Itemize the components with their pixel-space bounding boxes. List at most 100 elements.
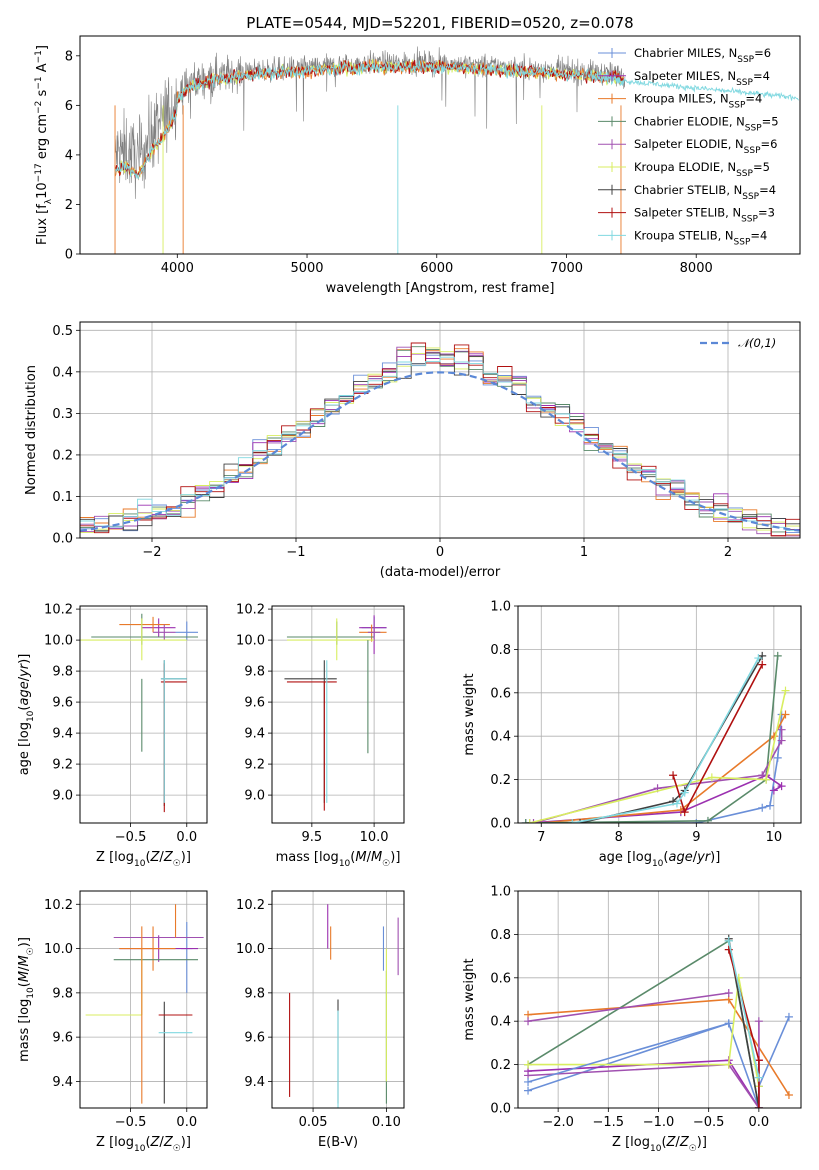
y-tick-label: 0.8 bbox=[490, 643, 511, 658]
panel-spectrum: 4000 5000 6000 7000 8000 0 2 4 6 8 PLATE=0544, MJD… bbox=[34, 14, 801, 296]
panel-age_vs_Z: −0.5 0.0 9.0 9.2 9.4 9.6 9.8 10.0 10.2 Z [log10(Z… bbox=[17, 603, 208, 869]
series-line bbox=[727, 940, 760, 1078]
x-axis-label: wavelength [Angstrom, rest frame] bbox=[326, 281, 555, 296]
y-tick-label: 1.0 bbox=[490, 885, 511, 900]
y-tick-label: 9.6 bbox=[52, 696, 73, 711]
x-axis-label: age [log10(age/yr)] bbox=[599, 850, 721, 869]
series-marker bbox=[568, 819, 577, 823]
y-tick-label: 4 bbox=[65, 148, 73, 163]
series-marker bbox=[524, 1077, 533, 1086]
y-tick-label: 9.4 bbox=[244, 1075, 265, 1090]
x-tick-label: −1.5 bbox=[593, 1115, 625, 1130]
y-tick-label: 0.2 bbox=[52, 448, 73, 463]
y-tick-label: 10.0 bbox=[44, 634, 73, 649]
x-tick-label: −2.0 bbox=[542, 1115, 574, 1130]
x-tick-label: −0.5 bbox=[693, 1115, 725, 1130]
series-line bbox=[529, 774, 784, 823]
x-tick-label: 9 bbox=[692, 830, 700, 845]
series-line bbox=[572, 657, 760, 823]
histogram-step-line bbox=[80, 342, 800, 537]
series-line bbox=[579, 655, 763, 823]
series-marker bbox=[524, 1086, 533, 1095]
x-tick-label: −1.0 bbox=[643, 1115, 675, 1130]
series-marker bbox=[672, 799, 681, 808]
plot-area bbox=[521, 651, 790, 823]
x-tick-label: 8 bbox=[615, 830, 623, 845]
y-tick-label: 10.0 bbox=[236, 942, 265, 957]
x-tick-label: −1 bbox=[286, 545, 305, 560]
y-axis-label: Flux [fλ10−17 erg cm−2 s−1 A−1] bbox=[34, 45, 54, 245]
legend-label: Salpeter ELODIE, NSSP=6 bbox=[634, 137, 777, 156]
axes-frame bbox=[517, 605, 802, 824]
series-marker bbox=[781, 686, 790, 695]
spectrum-model-line bbox=[114, 60, 624, 181]
legend-label: Kroupa STELIB, NSSP=4 bbox=[634, 228, 767, 247]
x-tick-label: 0.05 bbox=[299, 1115, 328, 1130]
normal-curve bbox=[80, 371, 800, 532]
series-marker bbox=[769, 732, 778, 741]
series-marker bbox=[754, 654, 763, 663]
x-axis-label: Z [log10(Z/Z☉)] bbox=[96, 850, 191, 869]
y-tick-label: 10.2 bbox=[236, 603, 265, 618]
series-marker bbox=[707, 773, 716, 782]
series-marker bbox=[758, 803, 767, 812]
x-tick-label: 0.0 bbox=[176, 830, 197, 845]
panel-mass_weight_vs_Z: −2.0 −1.5 −1.0 −0.5 0.0 0.0 0.2 0.4 0.6 0.8 1.0 Z [… bbox=[462, 885, 802, 1154]
y-tick-label: 1.0 bbox=[490, 600, 511, 615]
plot-area bbox=[284, 615, 387, 811]
axes-frame bbox=[79, 321, 801, 539]
series-marker bbox=[669, 771, 678, 780]
x-tick-label: 6000 bbox=[420, 261, 453, 276]
series-marker bbox=[680, 808, 689, 817]
x-tick-label: 8000 bbox=[680, 261, 713, 276]
x-tick-label: 0.0 bbox=[749, 1115, 770, 1130]
series-marker bbox=[703, 816, 712, 823]
series-marker bbox=[777, 725, 786, 734]
series-marker bbox=[758, 771, 767, 780]
series-marker bbox=[758, 651, 767, 660]
spectrum-data-line bbox=[114, 46, 626, 199]
y-tick-label: 9.6 bbox=[244, 696, 265, 711]
x-tick-label: 5000 bbox=[290, 261, 323, 276]
y-tick-label: 8 bbox=[65, 49, 73, 64]
panel-mass_vs_ebv: 0.05 0.10 9.4 9.6 9.8 10.0 10.2 E(B-V) bbox=[236, 890, 405, 1150]
x-axis-label: Z [log10(Z/Z☉)] bbox=[96, 1135, 191, 1154]
series-marker bbox=[784, 1090, 793, 1099]
y-tick-label: 9.8 bbox=[244, 986, 265, 1001]
legend-label: Kroupa ELODIE, NSSP=5 bbox=[634, 160, 770, 179]
series-marker bbox=[524, 1017, 533, 1026]
series-marker bbox=[754, 1104, 763, 1108]
plot-area bbox=[80, 342, 800, 537]
series-marker bbox=[524, 1060, 533, 1069]
spectrum-model-line bbox=[114, 59, 624, 181]
series-marker bbox=[765, 801, 774, 810]
x-tick-label: 9.5 bbox=[302, 830, 323, 845]
legend-label: Chabrier MILES, NSSP=6 bbox=[634, 46, 771, 65]
series-line bbox=[527, 1022, 729, 1083]
series-marker bbox=[576, 819, 585, 823]
plot-area bbox=[289, 904, 399, 1108]
y-tick-label: 2 bbox=[65, 198, 73, 213]
panel-mass_vs_Z: −0.5 0.0 9.4 9.6 9.8 10.0 10.2 Z [log10(Z/Z☉)] m… bbox=[17, 890, 208, 1154]
y-tick-label: 10.0 bbox=[44, 942, 73, 957]
y-tick-label: 0.1 bbox=[52, 490, 73, 505]
y-tick-label: 9.6 bbox=[52, 1031, 73, 1046]
y-tick-label: 9.0 bbox=[52, 789, 73, 804]
x-tick-label: 4000 bbox=[161, 261, 194, 276]
panel-mass_weight_vs_age: 7 8 9 10 0.0 0.2 0.4 0.6 0.8 1.0 age [log10(age/yr… bbox=[462, 600, 802, 869]
series-marker bbox=[777, 782, 786, 791]
legend-label: Salpeter STELIB, NSSP=3 bbox=[634, 206, 775, 225]
x-tick-label: 10 bbox=[766, 830, 783, 845]
y-tick-label: 9.0 bbox=[244, 789, 265, 804]
x-tick-label: 2 bbox=[724, 545, 732, 560]
x-tick-label: 0.10 bbox=[372, 1115, 401, 1130]
x-tick-label: −0.5 bbox=[115, 830, 147, 845]
series-marker bbox=[777, 736, 786, 745]
series-marker bbox=[758, 660, 767, 669]
histogram-step-line bbox=[80, 347, 800, 534]
y-axis-label: mass weight bbox=[462, 673, 477, 755]
series-marker bbox=[784, 1012, 793, 1021]
axes-frame bbox=[79, 890, 208, 1109]
y-axis-label: mass weight bbox=[462, 958, 477, 1040]
